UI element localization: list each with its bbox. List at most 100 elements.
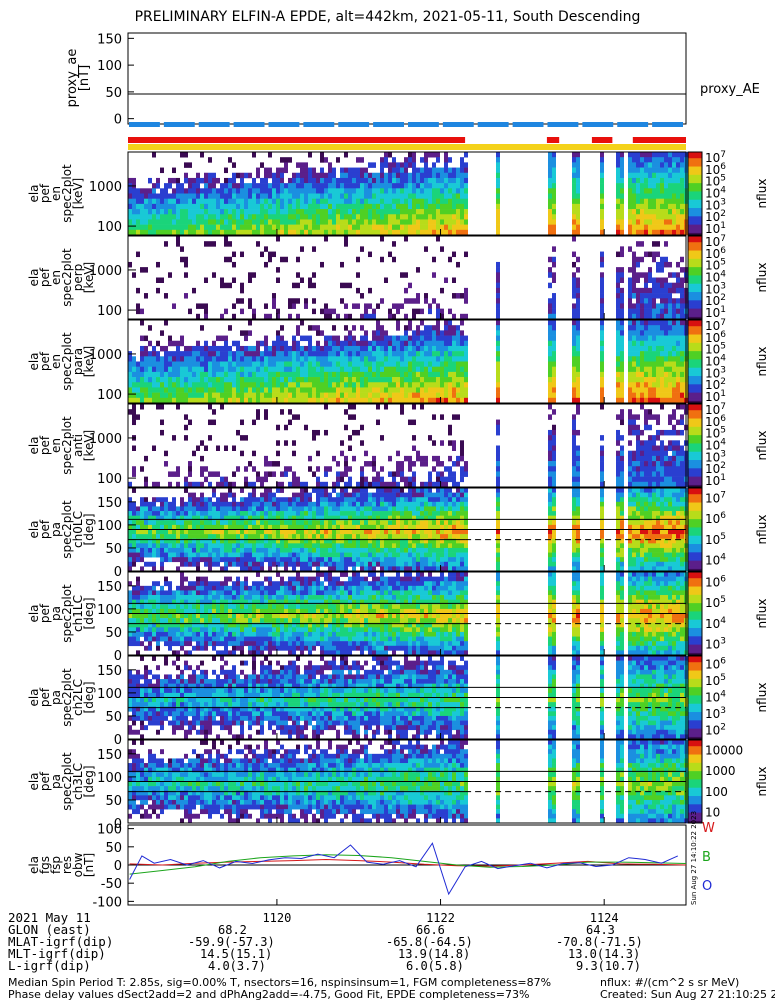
colorbar-tick-label: 10000 xyxy=(705,743,743,757)
spectrogram-panel-4 xyxy=(128,404,688,487)
time-tick-label: 1120 xyxy=(262,911,291,925)
pitch-angle-ytick-label: 50 xyxy=(105,710,122,725)
colorbar-tick-label: 100 xyxy=(705,785,728,799)
fgm-ytick-label: -50 xyxy=(101,877,122,892)
blue-status-dash xyxy=(513,122,544,127)
panel-ylabel-line: [deg] xyxy=(82,766,96,798)
panel-ylabel-line: [keV] xyxy=(71,178,85,209)
panel-ylabel-line: [keV] xyxy=(82,430,96,461)
blue-status-dash xyxy=(408,122,439,127)
colorbar-tick-label: 107 xyxy=(705,490,726,505)
pitch-angle-ytick-label: 0 xyxy=(114,733,122,748)
colorbar-tick-label: 106 xyxy=(705,656,726,671)
blue-status-dash xyxy=(234,122,265,127)
fgm-side-timestamp: Sun Aug 27 14:10:22 2023 xyxy=(690,811,698,905)
blue-status-dash xyxy=(199,122,230,127)
footer-created: Created: Sun Aug 27 21:10:25 2023 xyxy=(600,989,775,1001)
pitch-angle-ytick-label: 50 xyxy=(105,794,122,809)
pitch-angle-ytick-label: 100 xyxy=(97,771,122,786)
red-status-segment xyxy=(633,137,686,143)
proxy-ae-ytick-label: 50 xyxy=(105,86,122,101)
colorbar-label: nflux xyxy=(755,599,769,629)
colorbar-tick-label: 104 xyxy=(705,616,726,631)
fgm-ytick-label: 0 xyxy=(114,859,122,874)
proxy-ae-legend: proxy_AE xyxy=(700,82,760,97)
panel-ylabel-line: [keV] xyxy=(82,346,96,377)
pitch-angle-ytick-label: 50 xyxy=(105,626,122,641)
plot-title: PRELIMINARY ELFIN-A EPDE, alt=442km, 202… xyxy=(0,11,775,23)
colorbar-tick-label: 106 xyxy=(705,511,726,526)
pitch-angle-ytick-label: 100 xyxy=(97,687,122,702)
energy-ytick-label: 100 xyxy=(97,472,122,487)
energy-ytick-label: 100 xyxy=(97,304,122,319)
fgm-ytick-label: -100 xyxy=(92,895,122,910)
proxy-ae-ytick-label: 0 xyxy=(114,113,122,128)
panel-ylabel-line: [deg] xyxy=(82,514,96,546)
blue-status-dash xyxy=(303,122,334,127)
blue-status-dash xyxy=(129,122,160,127)
blue-status-dash xyxy=(582,122,613,127)
blue-status-dash xyxy=(478,122,509,127)
colorbar-tick-label: 104 xyxy=(705,690,726,705)
blue-status-dash xyxy=(548,122,579,127)
blue-status-dash xyxy=(164,122,195,127)
colorbar-label: nflux xyxy=(755,515,769,545)
fgm-legend-O: O xyxy=(702,879,712,894)
pitch-angle-ytick-label: 50 xyxy=(105,542,122,557)
footer-line-2: Phase delay values dSect2add=2 and dPhAn… xyxy=(8,989,529,1001)
energy-ytick-label: 1000 xyxy=(89,180,122,195)
pitch-angle-ytick-label: 150 xyxy=(97,748,122,763)
colorbar-label: nflux xyxy=(755,179,769,209)
colorbar-tick-label: 105 xyxy=(705,595,726,610)
colorbar-tick-label: 105 xyxy=(705,673,726,688)
colorbar-tick-label: 102 xyxy=(705,723,726,738)
pitch-angle-ytick-label: 0 xyxy=(114,565,122,580)
spectrogram-panel-2 xyxy=(128,236,688,319)
l-value-1120: 4.0(3.7) xyxy=(208,960,266,972)
blue-status-dash xyxy=(652,122,683,127)
fgm-legend-B: B xyxy=(702,850,711,865)
energy-ytick-label: 100 xyxy=(97,388,122,403)
fgm-legend-W: W xyxy=(702,821,715,836)
yellow-status-segment xyxy=(128,144,686,150)
blue-status-dash xyxy=(269,122,300,127)
proxy-ae-frame xyxy=(128,33,686,124)
proxy-ae-ytick-label: 150 xyxy=(97,32,122,47)
colorbar-tick-label: 101 xyxy=(705,473,726,488)
colorbar-tick-label: 104 xyxy=(705,553,726,568)
blue-status-dash xyxy=(443,122,474,127)
l-value-1122: 6.0(5.8) xyxy=(406,960,464,972)
fgm-ytick-label: 100 xyxy=(97,823,122,838)
panel-ylabel-line: [deg] xyxy=(82,682,96,714)
pitch-angle-ytick-label: 150 xyxy=(97,580,122,595)
colorbar-tick-label: 10 xyxy=(705,806,720,820)
colorbar-tick-label: 103 xyxy=(705,706,726,721)
fgm-ylabel-line: [nT] xyxy=(82,853,96,877)
spectrogram-panel-1 xyxy=(128,152,688,235)
colorbar-tick-label: 1000 xyxy=(705,764,736,778)
panel-ylabel-line: [deg] xyxy=(82,598,96,630)
colorbar-label: nflux xyxy=(755,347,769,377)
colorbar-tick-label: 105 xyxy=(705,532,726,547)
panel-ylabel-line: [keV] xyxy=(82,262,96,293)
l-shell-row-label: L-igrf(dip) xyxy=(8,960,91,972)
proxy-ae-ytick-label: 100 xyxy=(97,59,122,74)
colorbar-label: nflux xyxy=(755,263,769,293)
red-status-segment xyxy=(128,137,465,143)
pitch-angle-ytick-label: 0 xyxy=(114,649,122,664)
l-value-1124: 9.3(10.7) xyxy=(576,960,641,972)
energy-ytick-label: 100 xyxy=(97,220,122,235)
blue-status-dash xyxy=(617,122,648,127)
colorbar-tick-label: 106 xyxy=(705,574,726,589)
blue-status-dash xyxy=(373,122,404,127)
pitch-angle-ytick-label: 100 xyxy=(97,519,122,534)
red-status-segment xyxy=(547,137,559,143)
spectrogram-panel-3 xyxy=(128,320,688,403)
pitch-angle-ytick-label: 150 xyxy=(97,496,122,511)
fgm-series-O xyxy=(130,843,678,894)
colorbar-label: nflux xyxy=(755,431,769,461)
pitch-angle-ytick-label: 100 xyxy=(97,603,122,618)
pitch-angle-ytick-label: 150 xyxy=(97,664,122,679)
fgm-ytick-label: 50 xyxy=(105,841,122,856)
